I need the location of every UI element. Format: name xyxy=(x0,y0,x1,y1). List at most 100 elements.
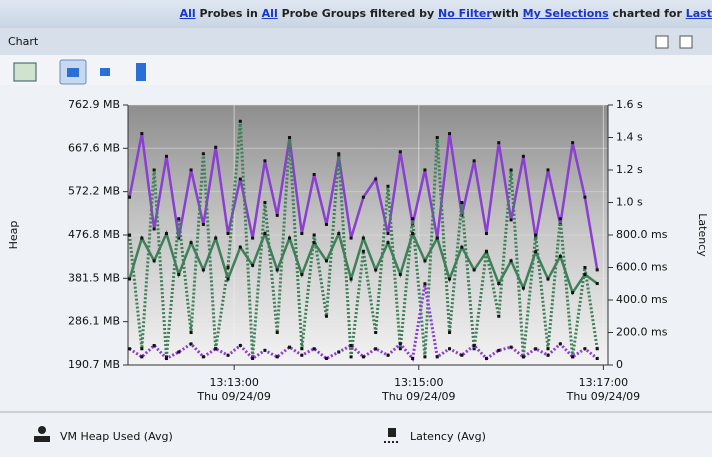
data-point xyxy=(337,154,341,158)
data-point xyxy=(275,268,279,272)
header-text: Probes in xyxy=(195,7,262,20)
data-point xyxy=(349,344,353,347)
data-point xyxy=(226,232,230,236)
data-point xyxy=(460,353,464,357)
data-point xyxy=(571,141,575,145)
y-axis-title: Heap xyxy=(7,221,20,250)
y-tick-label: 667.6 MB xyxy=(68,141,120,154)
y-tick-label: 190.7 MB xyxy=(68,358,120,371)
data-point xyxy=(386,184,390,188)
header-link[interactable]: All xyxy=(261,7,278,20)
data-point xyxy=(583,195,587,199)
data-point xyxy=(484,232,488,236)
data-point xyxy=(423,259,427,263)
data-point xyxy=(546,277,550,281)
data-point xyxy=(324,357,328,360)
data-point xyxy=(423,355,427,359)
header-link[interactable]: Last xyxy=(685,7,712,20)
data-point xyxy=(189,331,193,334)
data-point xyxy=(177,217,181,221)
data-point xyxy=(177,236,181,240)
y-tick-label: 476.8 MB xyxy=(68,228,120,241)
data-point xyxy=(251,263,255,267)
data-point xyxy=(300,232,304,236)
data-point xyxy=(263,348,267,352)
data-point xyxy=(361,249,365,253)
restore-button[interactable] xyxy=(655,35,669,49)
data-point xyxy=(398,342,402,346)
data-point xyxy=(398,347,402,351)
data-point xyxy=(214,145,218,149)
data-point xyxy=(595,282,599,286)
x-tick-label: 13:13:00 xyxy=(209,376,258,389)
data-point xyxy=(140,355,144,359)
data-point xyxy=(521,154,525,158)
y2-tick-label: 0 xyxy=(616,358,623,371)
legend-icon xyxy=(388,428,396,437)
data-point xyxy=(177,350,181,354)
data-point xyxy=(595,357,599,360)
header-link[interactable]: No Filter xyxy=(437,7,492,20)
y2-tick-label: 400.0 ms xyxy=(616,293,668,306)
data-point xyxy=(300,347,304,351)
data-point xyxy=(238,119,242,123)
data-point xyxy=(534,250,538,254)
data-point xyxy=(177,272,181,276)
data-point xyxy=(251,357,255,360)
data-point xyxy=(534,233,538,237)
y-tick-label: 286.1 MB xyxy=(68,315,120,328)
data-point xyxy=(128,347,132,351)
x-tick-label: 13:15:00 xyxy=(394,376,443,389)
y-tick-label: 572.2 MB xyxy=(68,185,120,198)
data-point xyxy=(472,268,476,272)
data-point xyxy=(128,195,132,199)
legend-icon-dot xyxy=(388,441,390,443)
data-point xyxy=(140,236,144,240)
data-point xyxy=(546,353,550,357)
data-point xyxy=(546,168,550,172)
data-point xyxy=(509,259,513,263)
data-point xyxy=(398,150,402,154)
header-link[interactable]: All xyxy=(179,7,196,20)
data-point xyxy=(558,342,562,346)
y-tick-label: 762.9 MB xyxy=(68,98,120,111)
data-point xyxy=(521,286,525,290)
data-point xyxy=(374,268,378,272)
data-point xyxy=(558,254,562,258)
legend-icon xyxy=(34,436,50,442)
data-point xyxy=(472,344,476,347)
stacked-icon[interactable] xyxy=(136,63,146,81)
data-point xyxy=(435,136,439,139)
header-link[interactable]: My Selections xyxy=(522,7,609,20)
data-point xyxy=(374,177,378,181)
grid-icon[interactable] xyxy=(13,62,37,82)
single-icon[interactable] xyxy=(100,68,110,76)
data-point xyxy=(534,347,538,351)
data-point xyxy=(460,201,464,204)
data-point xyxy=(448,331,452,334)
data-point xyxy=(152,227,156,231)
y2-tick-label: 1.2 s xyxy=(616,163,643,176)
data-point xyxy=(201,152,205,156)
data-point xyxy=(484,250,488,254)
data-point xyxy=(164,357,168,360)
pin-button[interactable] xyxy=(679,35,693,49)
data-point xyxy=(558,217,562,221)
data-point xyxy=(374,347,378,351)
y2-tick-label: 600.0 ms xyxy=(616,261,668,274)
data-point xyxy=(140,347,144,351)
y2-tick-label: 1.0 s xyxy=(616,196,643,209)
data-point xyxy=(324,259,328,263)
x-tick-label: 13:17:00 xyxy=(579,376,628,389)
data-point xyxy=(337,350,341,354)
data-point xyxy=(164,232,168,236)
data-point xyxy=(583,266,587,269)
data-point xyxy=(337,152,341,156)
data-point xyxy=(140,132,144,136)
data-point xyxy=(472,159,476,163)
x-tick-date: Thu 09/24/09 xyxy=(381,390,456,403)
data-point xyxy=(497,348,501,352)
header-bar: All Probes in All Probe Groups filtered … xyxy=(0,0,712,28)
data-point xyxy=(361,195,365,199)
y-tick-label: 381.5 MB xyxy=(68,271,120,284)
